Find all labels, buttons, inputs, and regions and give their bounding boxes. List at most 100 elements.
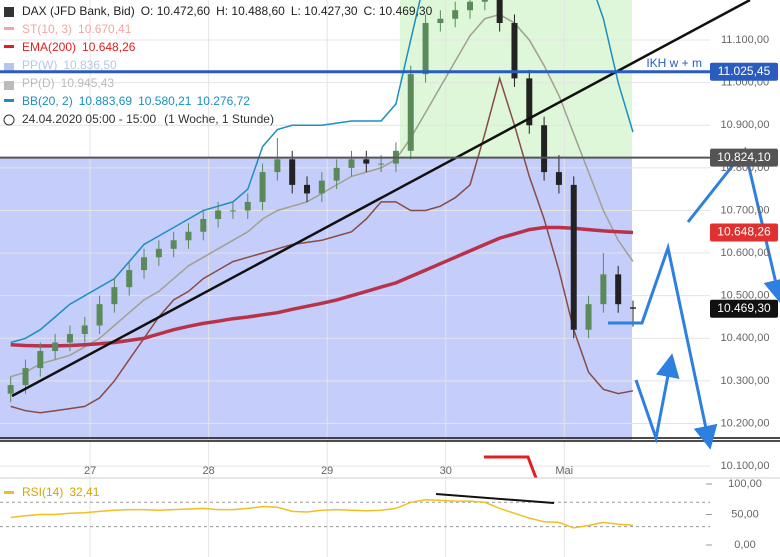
- candle-body: [481, 0, 488, 2]
- candle-body: [570, 184, 577, 330]
- indicator-line: [10, 225, 634, 348]
- level-box: [710, 148, 778, 167]
- legend-title: DAX (JFD Bank, Bid) O: 10.472,60 H: 10.488…: [22, 4, 433, 18]
- y-tick-label: 10.900,00: [721, 119, 770, 131]
- level-label: 10.648,26: [717, 225, 771, 239]
- legend-swatch: [4, 27, 14, 30]
- candle-body: [555, 172, 562, 185]
- candle-body: [229, 210, 236, 212]
- candle-body: [363, 159, 370, 164]
- y-tick-label: 10.700,00: [721, 204, 770, 216]
- legend-entry: ST(10, 3) 10.670,41: [22, 22, 132, 36]
- period: (1 Woche, 1 Stunde): [164, 112, 274, 126]
- clock-icon: [3, 114, 15, 126]
- candle-body: [244, 201, 251, 211]
- red-mark: [484, 455, 538, 479]
- candle-body: [407, 74, 414, 151]
- legend-value: 10.945,43: [61, 76, 115, 90]
- legend-period: 24.04.2020 05:00 - 15:00 (1 Woche, 1 Stun…: [22, 112, 274, 126]
- candle-body: [66, 334, 73, 343]
- legend-name: BB(20, 2): [22, 94, 73, 108]
- ohlc: L: 10.427,30: [291, 4, 358, 18]
- rsi-tick-label: 100,00: [728, 478, 762, 490]
- x-tick-label: 29: [321, 465, 333, 477]
- level-box: [710, 62, 778, 81]
- legend-entry: PP(W) 10.836,50: [22, 58, 117, 72]
- candle-body: [318, 180, 325, 194]
- candle-body: [37, 351, 44, 369]
- candle-body: [615, 274, 622, 305]
- candle-body: [467, 1, 474, 11]
- indicator-line: [10, 0, 634, 344]
- y-tick-label: 10.200,00: [721, 417, 770, 429]
- y-tick-label: 10.500,00: [721, 290, 770, 302]
- rsi-tick-label: 50,00: [731, 508, 759, 520]
- legend-swatch: [4, 99, 14, 102]
- legend-entry: PP(D) 10.945,43: [22, 76, 114, 90]
- candle-body: [185, 231, 192, 241]
- rsi-legend: RSI(14) 32,41: [22, 485, 100, 499]
- candle-body: [274, 159, 281, 173]
- candle-body: [452, 10, 459, 19]
- period: 24.04.2020 05:00 - 15:00: [22, 112, 156, 126]
- candle-body: [155, 248, 162, 258]
- legend-swatch: [4, 45, 14, 48]
- legend-name: PP(D): [22, 76, 55, 90]
- legend-icon: [4, 7, 14, 17]
- legend-entry: EMA(200) 10.648,26: [22, 40, 136, 54]
- candle-body: [526, 78, 533, 126]
- candle-body: [541, 125, 548, 173]
- legend-swatch: [4, 63, 14, 72]
- y-tick-label: 11.100,00: [721, 34, 769, 46]
- candle-body: [422, 23, 429, 75]
- level-label: 11.025,45: [718, 64, 771, 78]
- rsi-name: RSI(14): [22, 485, 63, 499]
- level-box: [710, 299, 778, 318]
- x-tick-label: 30: [440, 465, 452, 477]
- candle-body: [378, 163, 385, 165]
- candle-body: [348, 159, 355, 168]
- ohlc: H: 10.488,60: [216, 4, 285, 18]
- y-tick-label: 10.400,00: [721, 332, 770, 344]
- level-box: [710, 223, 778, 242]
- y-tick-label: 10.300,00: [721, 375, 770, 387]
- legend-value: 10.648,26: [82, 40, 136, 54]
- candle-body: [22, 368, 29, 386]
- x-tick-label: 27: [84, 465, 96, 477]
- annotation: IKH w + m: [646, 56, 702, 70]
- ohlc: C: 10.469,30: [364, 4, 433, 18]
- rsi-swatch: [4, 491, 14, 494]
- legend-value: 10.670,41: [78, 22, 132, 36]
- candle-body: [200, 218, 207, 232]
- candle-body: [111, 287, 118, 305]
- candle-body: [170, 240, 177, 249]
- level-label: 10.824,10: [717, 150, 771, 164]
- candle-body: [96, 304, 103, 326]
- y-tick-label: 10.100,00: [721, 460, 770, 472]
- candle-body: [585, 304, 592, 330]
- x-tick-label: 28: [203, 465, 215, 477]
- rsi-divergence: [435, 493, 555, 504]
- candle-body: [600, 274, 607, 305]
- trend-line: [11, 0, 751, 398]
- x-tick-label: Mai: [555, 465, 573, 477]
- candle-body: [304, 184, 311, 194]
- rsi-tick-label: 0,00: [734, 539, 755, 551]
- legend-value: 10.883,69: [79, 94, 133, 108]
- candle-body: [511, 23, 518, 79]
- legend-value: 10.276,72: [197, 94, 251, 108]
- zone-blue: [0, 158, 632, 440]
- candle-body: [333, 167, 340, 181]
- legend-name: ST(10, 3): [22, 22, 72, 36]
- level-label: 10.469,30: [717, 301, 771, 315]
- legend-entry: BB(20, 2) 10.883,69 10.580,21 10.276,72: [22, 94, 250, 108]
- legend-swatch: [4, 81, 14, 90]
- rsi-line: [10, 499, 634, 529]
- legend-title-text: DAX (JFD Bank, Bid): [22, 4, 135, 18]
- candle-body: [630, 307, 637, 309]
- indicator-line: [10, 75, 634, 414]
- candle-body: [289, 159, 296, 185]
- candle-body: [81, 325, 88, 335]
- legend-value: 10.580,21: [138, 94, 192, 108]
